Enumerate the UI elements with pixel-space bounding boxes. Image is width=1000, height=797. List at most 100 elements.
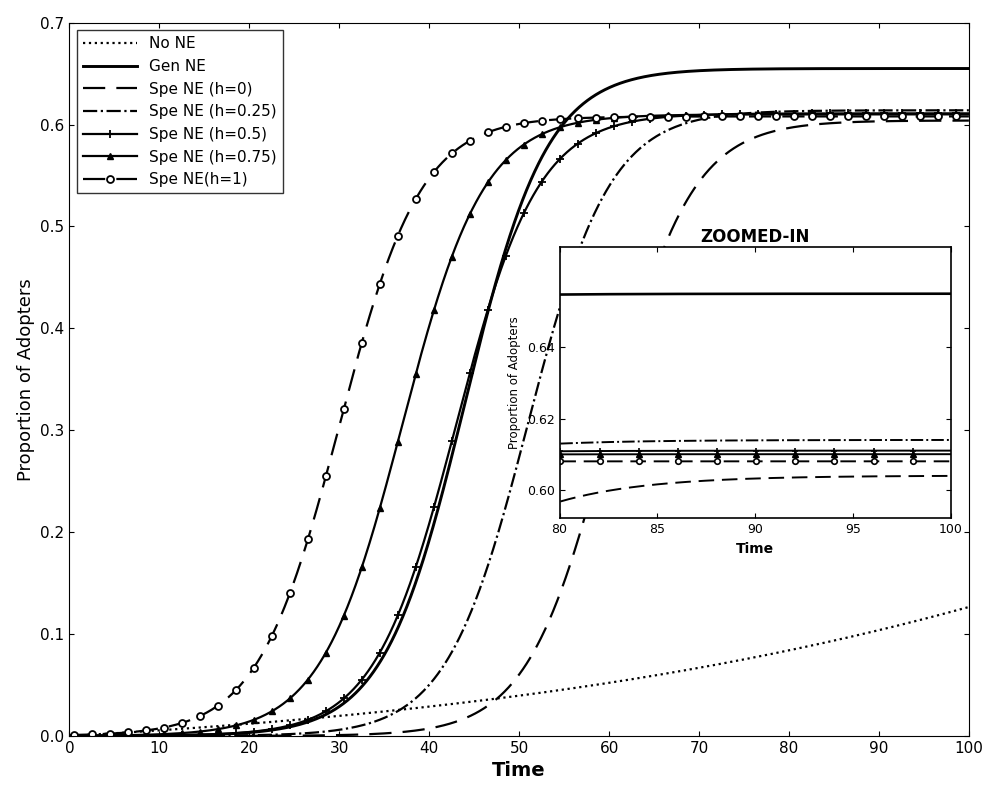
Spe NE (h=0.5) (194, 730, 206, 740)
Spe NE(h=1) (428, 167, 440, 177)
Spe NE(h=1) (446, 149, 458, 159)
Spe NE (h=0.5) (590, 128, 602, 138)
Spe NE(h=1) (248, 663, 260, 673)
Spe NE (h=0.75) (68, 731, 80, 740)
Spe NE (h=0.5) (950, 108, 962, 118)
Spe NE(h=1) (878, 112, 890, 121)
Spe NE(h=1) (554, 115, 566, 124)
Spe NE(h=1) (770, 112, 782, 121)
Spe NE (h=0.75) (932, 110, 944, 120)
Spe NE (h=0.5) (500, 251, 512, 261)
Spe NE (h=0.75) (716, 110, 728, 120)
Spe NE (h=0.75) (248, 715, 260, 724)
Spe NE (h=0.75) (338, 611, 350, 620)
Spe NE (h=0.5) (266, 724, 278, 734)
Spe NE (h=0) (963, 116, 975, 125)
Spe NE (h=0.75) (122, 730, 134, 740)
Spe NE (h=0.5) (284, 720, 296, 730)
Spe NE (h=0.75) (752, 110, 764, 120)
Spe NE(h=1) (140, 726, 152, 736)
No NE (772, 648, 784, 658)
Spe NE (h=0.75) (806, 110, 818, 120)
Spe NE(h=1) (932, 112, 944, 121)
Spe NE(h=1) (176, 718, 188, 728)
Spe NE (h=0.75) (464, 210, 476, 219)
Spe NE (h=0.5) (896, 108, 908, 118)
Spe NE (h=0.75) (644, 111, 656, 120)
Spe NE (h=0.75) (662, 111, 674, 120)
Spe NE (h=0.5) (140, 731, 152, 740)
Spe NE (h=0.5) (806, 108, 818, 118)
No NE (936, 610, 948, 619)
Spe NE (h=0.75) (392, 437, 404, 446)
Spe NE (h=0.5) (932, 108, 944, 118)
Spe NE(h=1) (122, 728, 134, 737)
Spe NE (h=0.5) (104, 731, 116, 740)
Spe NE(h=1) (86, 730, 98, 740)
Spe NE (h=0) (937, 116, 949, 125)
Spe NE (h=0.5) (572, 139, 584, 148)
Spe NE(h=1) (68, 730, 80, 740)
Spe NE (h=0.75) (518, 139, 530, 149)
Spe NE(h=1) (284, 588, 296, 598)
Spe NE (h=0.75) (356, 563, 368, 572)
Spe NE(h=1) (230, 685, 242, 695)
Spe NE (h=0.75) (140, 730, 152, 740)
Spe NE(h=1) (698, 112, 710, 121)
Line: Spe NE (h=0.75): Spe NE (h=0.75) (70, 111, 959, 739)
Spe NE (h=0.75) (212, 724, 224, 734)
Spe NE (h=0.5) (392, 611, 404, 620)
Spe NE (h=0.5) (842, 108, 854, 118)
Spe NE (h=0.75) (428, 306, 440, 316)
Line: Spe NE (h=0.25): Spe NE (h=0.25) (69, 110, 969, 736)
Line: Gen NE: Gen NE (69, 69, 969, 736)
Spe NE (h=0.5) (410, 562, 422, 571)
Spe NE (h=0.5) (734, 109, 746, 119)
Spe NE (h=0.5) (446, 436, 458, 446)
Spe NE(h=1) (374, 279, 386, 289)
Spe NE(h=1) (626, 112, 638, 122)
Gen NE (63, 731, 75, 740)
Spe NE (h=0.5) (230, 728, 242, 738)
Spe NE (h=0.75) (284, 693, 296, 703)
Spe NE (h=0.75) (500, 155, 512, 165)
Spe NE (h=0.25) (936, 105, 948, 115)
Spe NE(h=1) (320, 472, 332, 481)
Spe NE (h=0.5) (464, 368, 476, 378)
Gen NE (772, 64, 784, 73)
Spe NE (h=0.75) (302, 675, 314, 685)
No NE (63, 731, 75, 740)
Spe NE(h=1) (392, 231, 404, 241)
Spe NE (h=0.5) (914, 108, 926, 118)
Spe NE (h=0.75) (104, 731, 116, 740)
Spe NE(h=1) (266, 631, 278, 641)
Spe NE (h=0.5) (878, 108, 890, 118)
Spe NE (h=0.5) (662, 112, 674, 122)
Spe NE (h=0.5) (752, 109, 764, 119)
Spe NE (h=0.5) (86, 731, 98, 740)
Spe NE (h=0.75) (320, 648, 332, 658)
Spe NE (h=0.75) (158, 729, 170, 739)
Spe NE (h=0.5) (374, 648, 386, 658)
Spe NE(h=1) (716, 112, 728, 121)
Spe NE(h=1) (662, 112, 674, 121)
Spe NE (h=0.75) (608, 113, 620, 123)
Spe NE(h=1) (860, 112, 872, 121)
Spe NE (h=0.75) (878, 110, 890, 120)
Spe NE (h=0.5) (716, 109, 728, 119)
Spe NE (h=0.5) (536, 177, 548, 186)
Spe NE (h=0.75) (680, 110, 692, 120)
Spe NE (h=0.25) (963, 105, 975, 115)
Spe NE (h=0.5) (158, 731, 170, 740)
Spe NE(h=1) (356, 338, 368, 347)
Spe NE(h=1) (788, 112, 800, 121)
Spe NE(h=1) (914, 112, 926, 121)
Spe NE(h=1) (824, 112, 836, 121)
Spe NE(h=1) (104, 729, 116, 739)
Spe NE (h=0.75) (590, 115, 602, 124)
Y-axis label: Proportion of Adopters: Proportion of Adopters (17, 278, 35, 481)
Spe NE (h=0.75) (86, 731, 98, 740)
Spe NE (h=0.5) (644, 114, 656, 124)
Line: No NE: No NE (69, 607, 969, 736)
Spe NE (h=0.75) (536, 129, 548, 139)
